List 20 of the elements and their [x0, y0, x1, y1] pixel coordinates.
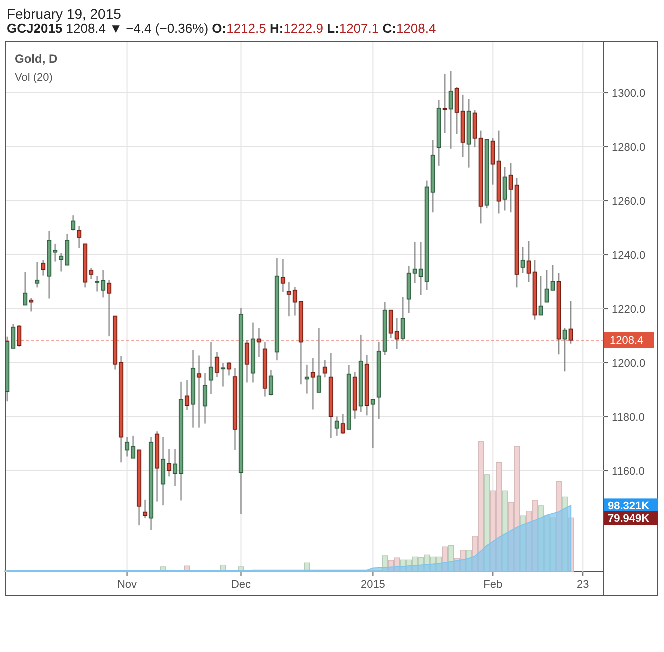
y-tick-label: 1280.0 — [612, 142, 646, 154]
x-tick-label: 23 — [577, 579, 590, 591]
y-tick-label: 1240.0 — [612, 250, 646, 262]
y-tick-label: 1260.0 — [612, 196, 646, 208]
y-tick-label: 1160.0 — [612, 466, 645, 478]
y2-tick-label: 98.321K — [608, 500, 650, 513]
x-tick-label: Feb — [484, 579, 503, 591]
x-tick-label: 2015 — [360, 579, 386, 591]
y-tick-label: 1220.0 — [612, 304, 646, 316]
x-tick-label: Dec — [231, 579, 252, 591]
x-tick-label: Nov — [118, 579, 138, 591]
ref-line-label: 1208.4 — [610, 335, 644, 348]
y-tick-label: 1200.0 — [612, 358, 646, 370]
y-tick-label: 1300.0 — [612, 88, 646, 100]
chart-title: February 19, 2015 — [7, 6, 122, 22]
y-tick-label: 1180.0 — [612, 412, 645, 424]
annotation: Vol (20) — [15, 72, 53, 84]
y2-tick-label: 79.949K — [608, 512, 650, 525]
text: GCJ2015 1208.4 ▼ −4.4 (−0.36%) O:1212.5 H:1222.9 L:1207.1 C:1208.4 — [7, 21, 436, 36]
annotation: Gold, D — [15, 52, 58, 66]
